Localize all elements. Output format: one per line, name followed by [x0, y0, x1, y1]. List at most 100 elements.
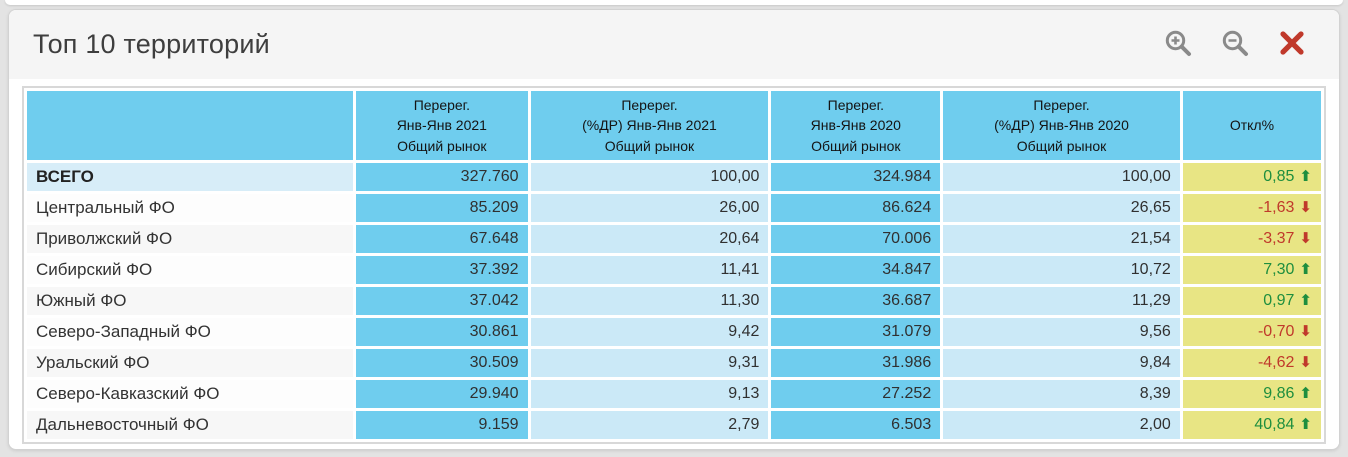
reg-2020-cell: 70.006 — [771, 224, 941, 253]
share-2020-cell: 21,54 — [943, 224, 1180, 253]
deviation-cell: 0,97 ⬆ — [1182, 286, 1321, 315]
territory-name-cell[interactable]: Южный ФО — [27, 286, 354, 315]
share-2020-cell: 9,56 — [943, 317, 1180, 346]
deviation-cell: 40,84 ⬆ — [1182, 410, 1321, 439]
top10-territories-widget: Топ 10 территорий — [8, 9, 1340, 450]
reg-2021-cell: 9.159 — [356, 410, 528, 439]
territory-name-cell[interactable]: ВСЕГО — [27, 162, 354, 191]
deviation-value: -4,62 — [1257, 354, 1295, 372]
header-share-2020[interactable]: Перерег. (%ДР) Янв-Янв 2020 Общий рынок — [943, 91, 1180, 160]
widget-title: Топ 10 территорий — [33, 29, 270, 59]
reg-2021-cell: 327.760 — [356, 162, 528, 191]
share-2020-cell: 100,00 — [943, 162, 1180, 191]
top10-table: Перерег. Янв-Янв 2021 Общий рынок Перере… — [24, 88, 1324, 442]
reg-2020-cell: 86.624 — [771, 193, 941, 222]
share-2020-cell: 9,84 — [943, 348, 1180, 377]
trend-arrow-icon: ⬆ — [1299, 168, 1312, 186]
table-row: Сибирский ФО 37.392 11,41 34.847 10,72 7… — [27, 255, 1321, 284]
deviation-cell: 9,86 ⬆ — [1182, 379, 1321, 408]
table-row: Северо-Западный ФО 30.861 9,42 31.079 9,… — [27, 317, 1321, 346]
share-2020-cell: 26,65 — [943, 193, 1180, 222]
close-icon — [1279, 30, 1305, 59]
reg-2021-cell: 37.392 — [356, 255, 528, 284]
share-2021-cell: 100,00 — [530, 162, 769, 191]
territory-name-cell[interactable]: Приволжский ФО — [27, 224, 354, 253]
table-row: Уральский ФО 30.509 9,31 31.986 9,84 -4,… — [27, 348, 1321, 377]
territory-name-cell[interactable]: Северо-Западный ФО — [27, 317, 354, 346]
trend-arrow-icon: ⬇ — [1299, 230, 1312, 248]
deviation-value: 0,97 — [1263, 292, 1295, 310]
header-row: Перерег. Янв-Янв 2021 Общий рынок Перере… — [27, 91, 1321, 160]
share-2020-cell: 8,39 — [943, 379, 1180, 408]
territory-name-cell[interactable]: Дальневосточный ФО — [27, 410, 354, 439]
share-2020-cell: 11,29 — [943, 286, 1180, 315]
reg-2020-cell: 31.986 — [771, 348, 941, 377]
trend-arrow-icon: ⬇ — [1299, 323, 1312, 341]
widget-titlebar: Топ 10 территорий — [9, 10, 1339, 79]
reg-2021-cell: 67.648 — [356, 224, 528, 253]
share-2021-cell: 9,31 — [530, 348, 769, 377]
header-share-2021[interactable]: Перерег. (%ДР) Янв-Янв 2021 Общий рынок — [530, 91, 769, 160]
deviation-value: -3,37 — [1257, 230, 1295, 248]
zoom-out-icon — [1220, 28, 1250, 61]
trend-arrow-icon: ⬆ — [1299, 261, 1312, 279]
share-2021-cell: 11,41 — [530, 255, 769, 284]
table-row: ВСЕГО 327.760 100,00 324.984 100,00 0,85… — [27, 162, 1321, 191]
share-2021-cell: 2,79 — [530, 410, 769, 439]
share-2021-cell: 26,00 — [530, 193, 769, 222]
header-reg-2021[interactable]: Перерег. Янв-Янв 2021 Общий рынок — [356, 91, 528, 160]
deviation-value: 40,84 — [1254, 416, 1295, 434]
reg-2020-cell: 34.847 — [771, 255, 941, 284]
deviation-cell: -1,63 ⬇ — [1182, 193, 1321, 222]
trend-arrow-icon: ⬇ — [1299, 199, 1312, 217]
table-row: Центральный ФО 85.209 26,00 86.624 26,65… — [27, 193, 1321, 222]
header-territory[interactable] — [27, 91, 354, 160]
reg-2020-cell: 324.984 — [771, 162, 941, 191]
territory-name-cell[interactable]: Сибирский ФО — [27, 255, 354, 284]
table-body: ВСЕГО 327.760 100,00 324.984 100,00 0,85… — [27, 162, 1321, 439]
header-deviation[interactable]: Откл% — [1182, 91, 1321, 160]
zoom-out-button[interactable] — [1220, 30, 1250, 60]
reg-2021-cell: 30.861 — [356, 317, 528, 346]
deviation-value: -0,70 — [1257, 323, 1295, 341]
deviation-value: 7,30 — [1263, 261, 1295, 279]
territory-name-cell[interactable]: Уральский ФО — [27, 348, 354, 377]
reg-2021-cell: 30.509 — [356, 348, 528, 377]
deviation-value: 9,86 — [1263, 385, 1295, 403]
reg-2021-cell: 85.209 — [356, 193, 528, 222]
table-row: Дальневосточный ФО 9.159 2,79 6.503 2,00… — [27, 410, 1321, 439]
share-2021-cell: 11,30 — [530, 286, 769, 315]
zoom-in-button[interactable] — [1163, 30, 1193, 60]
deviation-cell: -3,37 ⬇ — [1182, 224, 1321, 253]
trend-arrow-icon: ⬆ — [1299, 416, 1312, 434]
deviation-value: -1,63 — [1257, 199, 1295, 217]
territory-name-cell[interactable]: Центральный ФО — [27, 193, 354, 222]
share-2021-cell: 9,13 — [530, 379, 769, 408]
table-header: Перерег. Янв-Янв 2021 Общий рынок Перере… — [27, 91, 1321, 160]
widget-toolbar — [1163, 30, 1307, 60]
reg-2021-cell: 37.042 — [356, 286, 528, 315]
share-2021-cell: 20,64 — [530, 224, 769, 253]
deviation-cell: -0,70 ⬇ — [1182, 317, 1321, 346]
share-2020-cell: 10,72 — [943, 255, 1180, 284]
share-2021-cell: 9,42 — [530, 317, 769, 346]
trend-arrow-icon: ⬆ — [1299, 385, 1312, 403]
table-row: Северо-Кавказский ФО 29.940 9,13 27.252 … — [27, 379, 1321, 408]
deviation-cell: 7,30 ⬆ — [1182, 255, 1321, 284]
trend-arrow-icon: ⬇ — [1299, 354, 1312, 372]
close-button[interactable] — [1277, 30, 1307, 60]
table-row: Южный ФО 37.042 11,30 36.687 11,29 0,97 ⬆ — [27, 286, 1321, 315]
header-reg-2020[interactable]: Перерег. Янв-Янв 2020 Общий рынок — [771, 91, 941, 160]
table-container: Перерег. Янв-Янв 2021 Общий рынок Перере… — [22, 86, 1326, 444]
territory-name-cell[interactable]: Северо-Кавказский ФО — [27, 379, 354, 408]
previous-widget-edge — [5, 0, 1343, 5]
widget-content: Перерег. Янв-Янв 2021 Общий рынок Перере… — [9, 79, 1339, 444]
table-row: Приволжский ФО 67.648 20,64 70.006 21,54… — [27, 224, 1321, 253]
trend-arrow-icon: ⬆ — [1299, 292, 1312, 310]
share-2020-cell: 2,00 — [943, 410, 1180, 439]
reg-2020-cell: 6.503 — [771, 410, 941, 439]
zoom-in-icon — [1163, 28, 1193, 61]
deviation-cell: 0,85 ⬆ — [1182, 162, 1321, 191]
reg-2021-cell: 29.940 — [356, 379, 528, 408]
reg-2020-cell: 36.687 — [771, 286, 941, 315]
